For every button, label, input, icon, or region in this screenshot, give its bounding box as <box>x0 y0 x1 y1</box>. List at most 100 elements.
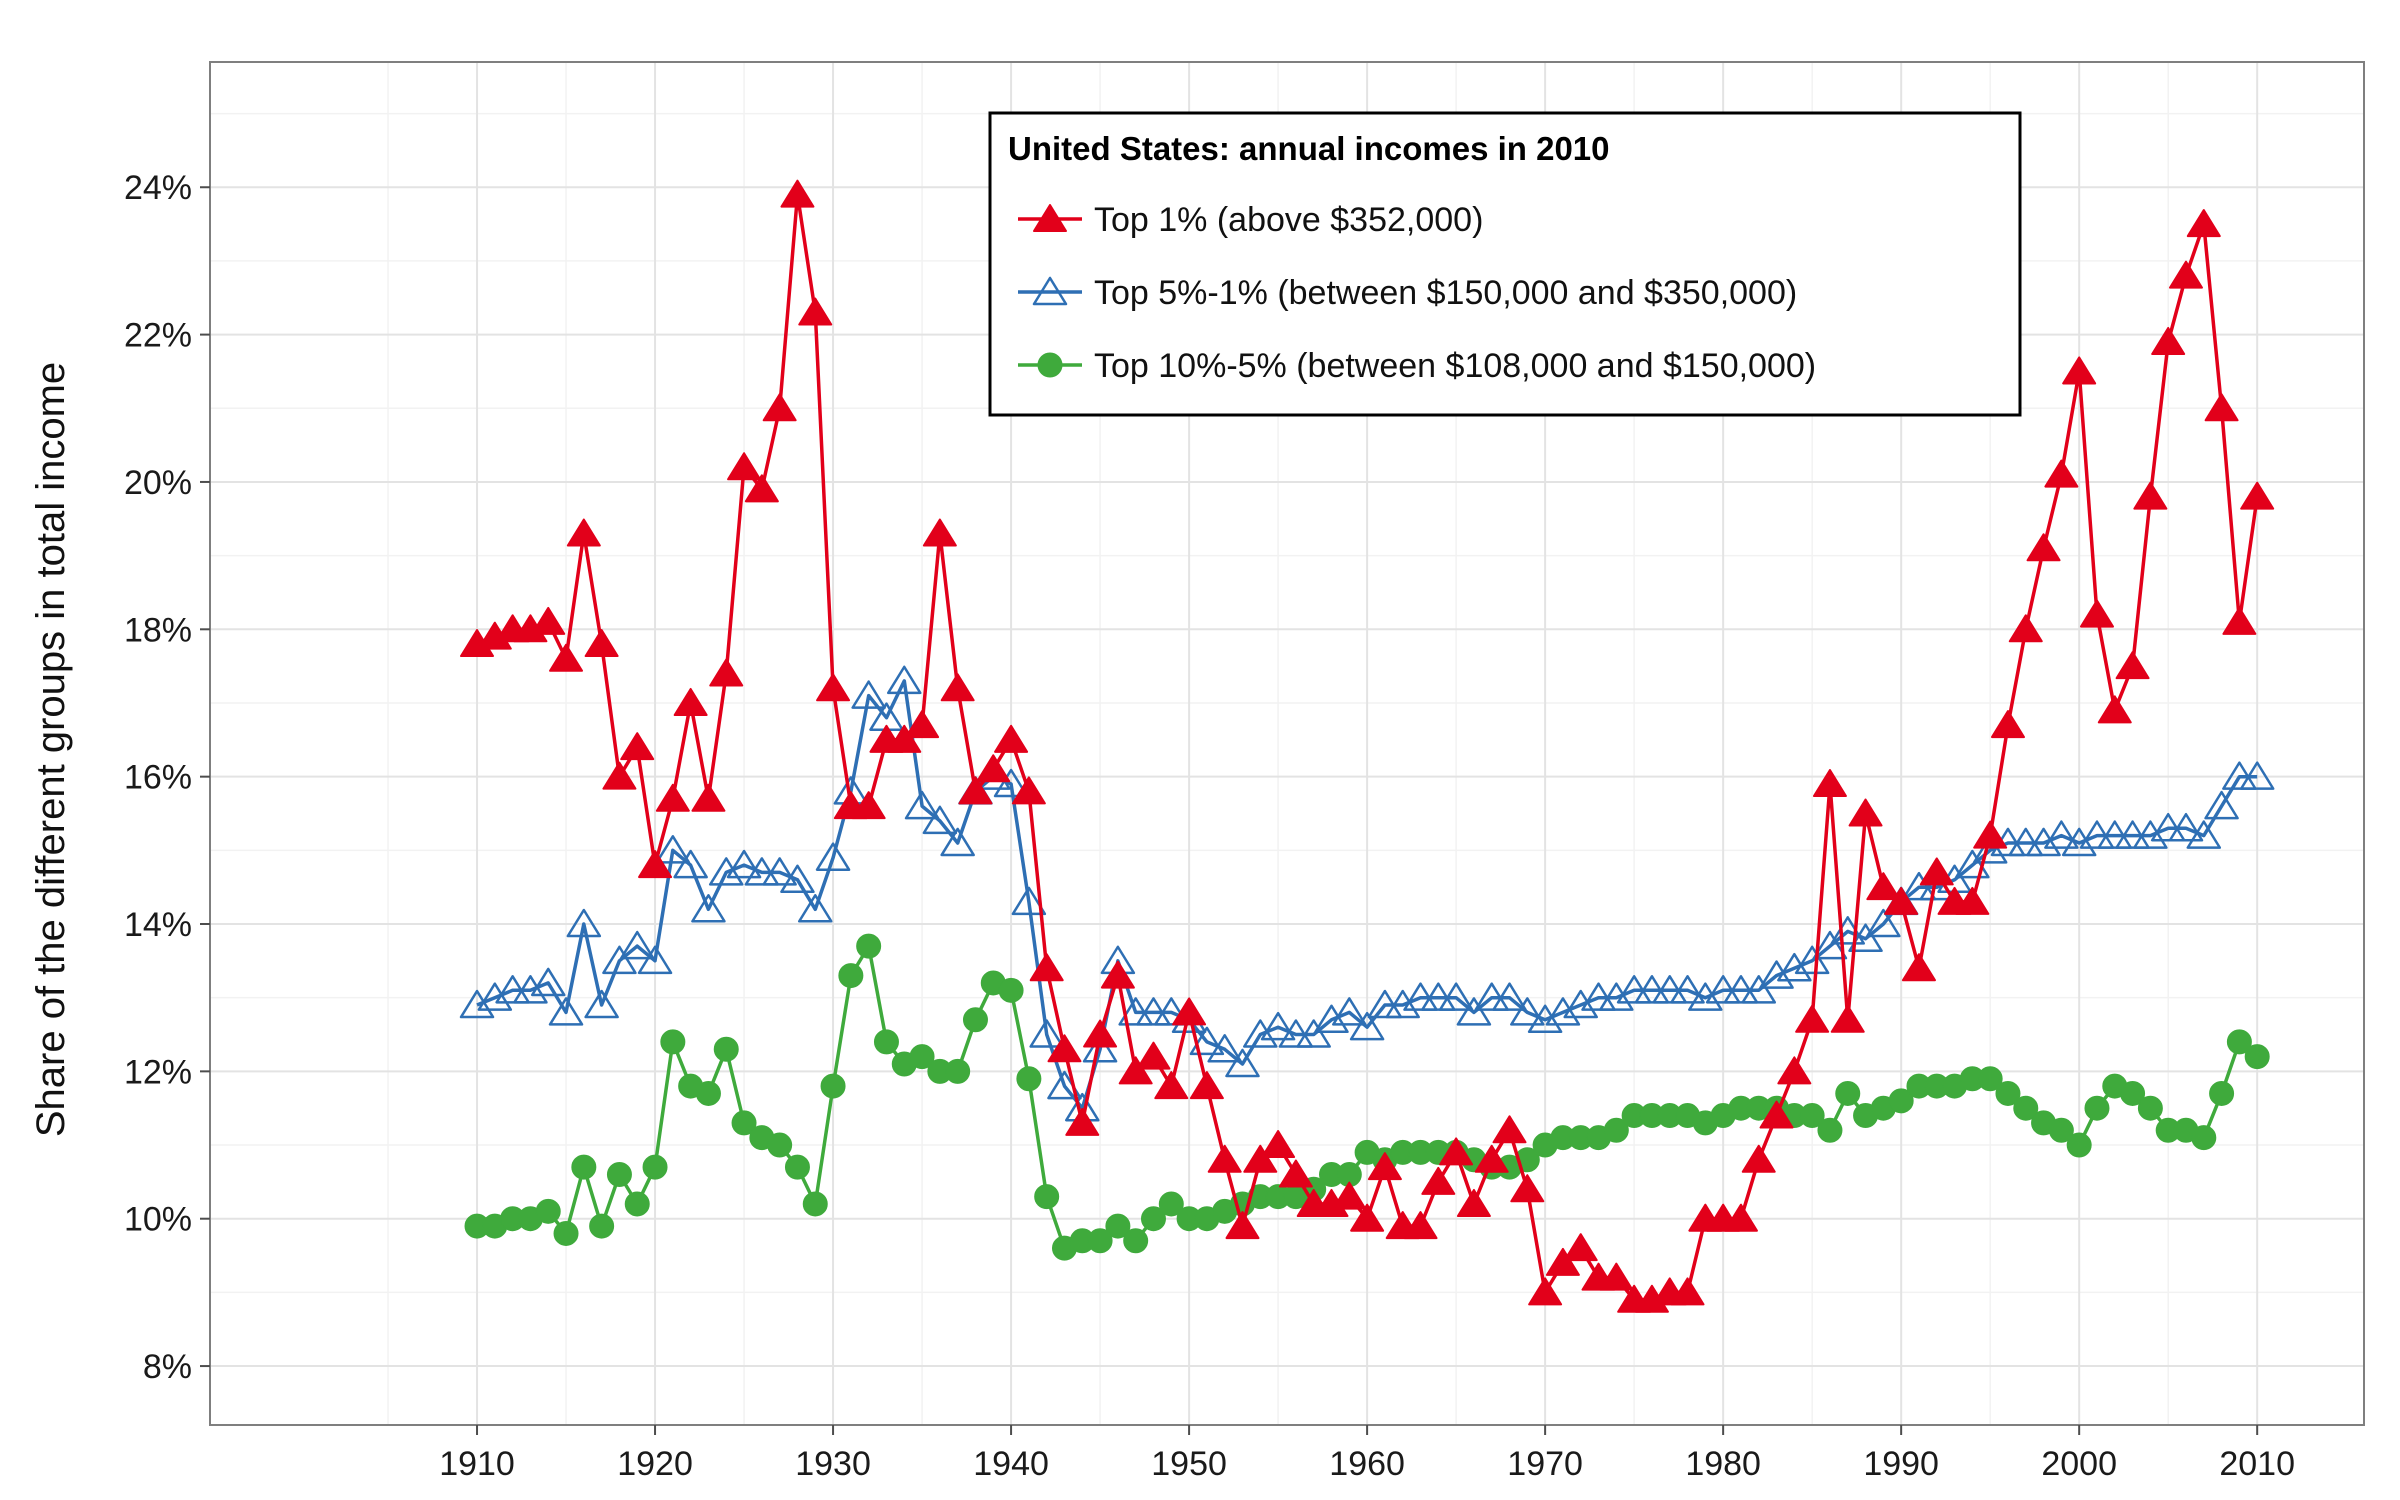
series-1-point <box>2240 481 2275 510</box>
series-2-point <box>1011 886 1047 916</box>
series-1-point <box>744 474 779 503</box>
series-2-point <box>619 930 655 960</box>
series-2-point <box>2222 761 2257 790</box>
legend-item-2: Top 5%-1% (between $150,000 and $350,000… <box>1018 274 1797 312</box>
series-1-point <box>798 297 833 326</box>
series-1-point <box>1830 1004 1865 1033</box>
series-3-point <box>2226 1029 2252 1055</box>
series-3-point <box>2048 1117 2074 1143</box>
series-2-point <box>744 857 780 886</box>
legend-key-marker <box>1033 204 1067 232</box>
x-tick-label: 1940 <box>973 1445 1049 1483</box>
series-1-point <box>727 452 762 481</box>
series-3-point <box>1603 1117 1629 1143</box>
legend-key-marker <box>1032 276 1068 306</box>
series-3-point <box>767 1132 793 1158</box>
series-3-point <box>2013 1095 2039 1121</box>
series-2-point <box>1510 997 1545 1026</box>
series-3-point <box>962 1007 988 1033</box>
series-1-point <box>1759 1100 1794 1129</box>
series-2-point <box>655 835 691 864</box>
series-2-point <box>691 894 726 923</box>
legend-label: Top 10%-5% (between $108,000 and $150,00… <box>1094 347 1816 385</box>
series-1-point <box>2079 599 2114 628</box>
y-tick-label: 16% <box>124 759 192 797</box>
series-3-point <box>2244 1044 2270 1070</box>
series-1-point <box>1884 886 1919 915</box>
series-2-point <box>1118 997 1153 1026</box>
series-3-point <box>2137 1095 2163 1121</box>
series-2-point <box>1545 997 1581 1026</box>
series-1-point <box>1243 1144 1278 1173</box>
series-1-point <box>1154 1071 1189 1100</box>
series-3-point <box>571 1154 597 1180</box>
series-2-point <box>1581 982 1616 1011</box>
x-tick-label: 1970 <box>1507 1445 1583 1483</box>
series-1-point <box>566 518 601 547</box>
series-1-point <box>584 629 619 658</box>
series-1-point <box>1777 1056 1812 1085</box>
series-1-point <box>922 518 957 547</box>
series-1-point <box>1225 1211 1260 1240</box>
series-2-point <box>904 790 940 820</box>
series-2-point <box>2150 812 2186 842</box>
series-2-point <box>477 982 513 1011</box>
series-2-point <box>726 849 762 879</box>
series-1-point <box>940 673 975 702</box>
series-1-point <box>2097 695 2132 724</box>
series-2-point <box>1189 1026 1225 1056</box>
series-2-point <box>566 908 602 938</box>
x-tick-label: 1910 <box>439 1445 515 1483</box>
series-2-point <box>1794 945 1830 975</box>
series-2-point <box>1207 1034 1242 1063</box>
series-1-point <box>851 791 886 820</box>
series-2-point <box>1456 997 1492 1026</box>
series-2-point <box>1955 849 1990 879</box>
series-2-point <box>1474 982 1509 1011</box>
series-2-point <box>1403 982 1438 1011</box>
x-tick-label: 1960 <box>1329 1445 1405 1483</box>
series-1-point <box>1990 710 2025 739</box>
series-2-point <box>1136 997 1171 1026</box>
series-3-point <box>1087 1228 1113 1254</box>
series-1-point <box>1332 1181 1367 1210</box>
series-1-point <box>1421 1166 1456 1195</box>
series-3-point <box>1158 1191 1184 1217</box>
series-2-point <box>1866 908 1901 938</box>
series-3-point <box>2084 1095 2110 1121</box>
series-2-point <box>1563 989 1598 1019</box>
legend: United States: annual incomes in 2010 To… <box>988 111 2022 417</box>
series-1-point <box>2133 481 2168 510</box>
series-2-point <box>1670 975 1705 1004</box>
series-3-point <box>1835 1080 1861 1106</box>
series-1-point <box>1011 776 1046 805</box>
series-2-point <box>1385 989 1420 1019</box>
series-2-point <box>1616 975 1652 1004</box>
series-1-point <box>905 710 940 739</box>
series-2-point <box>584 989 619 1019</box>
series-3-point <box>1817 1117 1843 1143</box>
series-1-point <box>994 724 1029 753</box>
series-1-point <box>1973 820 2008 849</box>
series-1-point <box>1047 1034 1082 1063</box>
series-1-point <box>1795 1004 1830 1033</box>
series-3-point <box>945 1058 971 1084</box>
y-tick-label: 12% <box>124 1053 192 1091</box>
series-2-point <box>513 975 548 1004</box>
series-1-point <box>1545 1247 1580 1276</box>
x-tick-label: 1950 <box>1151 1445 1227 1483</box>
series-3-point <box>802 1191 828 1217</box>
series-2-point <box>548 997 584 1026</box>
series-2-point <box>780 864 815 894</box>
series-1-point <box>1439 1137 1474 1166</box>
series-1-point <box>549 643 584 672</box>
series-3-point <box>998 977 1024 1003</box>
x-tick-label: 2000 <box>2041 1445 2117 1483</box>
x-tick-label: 1990 <box>1863 1445 1939 1483</box>
plot-panel-border <box>209 61 2365 1426</box>
series-2-point <box>2204 790 2239 820</box>
series-2-point <box>1029 1019 1064 1048</box>
series-2-point <box>708 857 744 886</box>
